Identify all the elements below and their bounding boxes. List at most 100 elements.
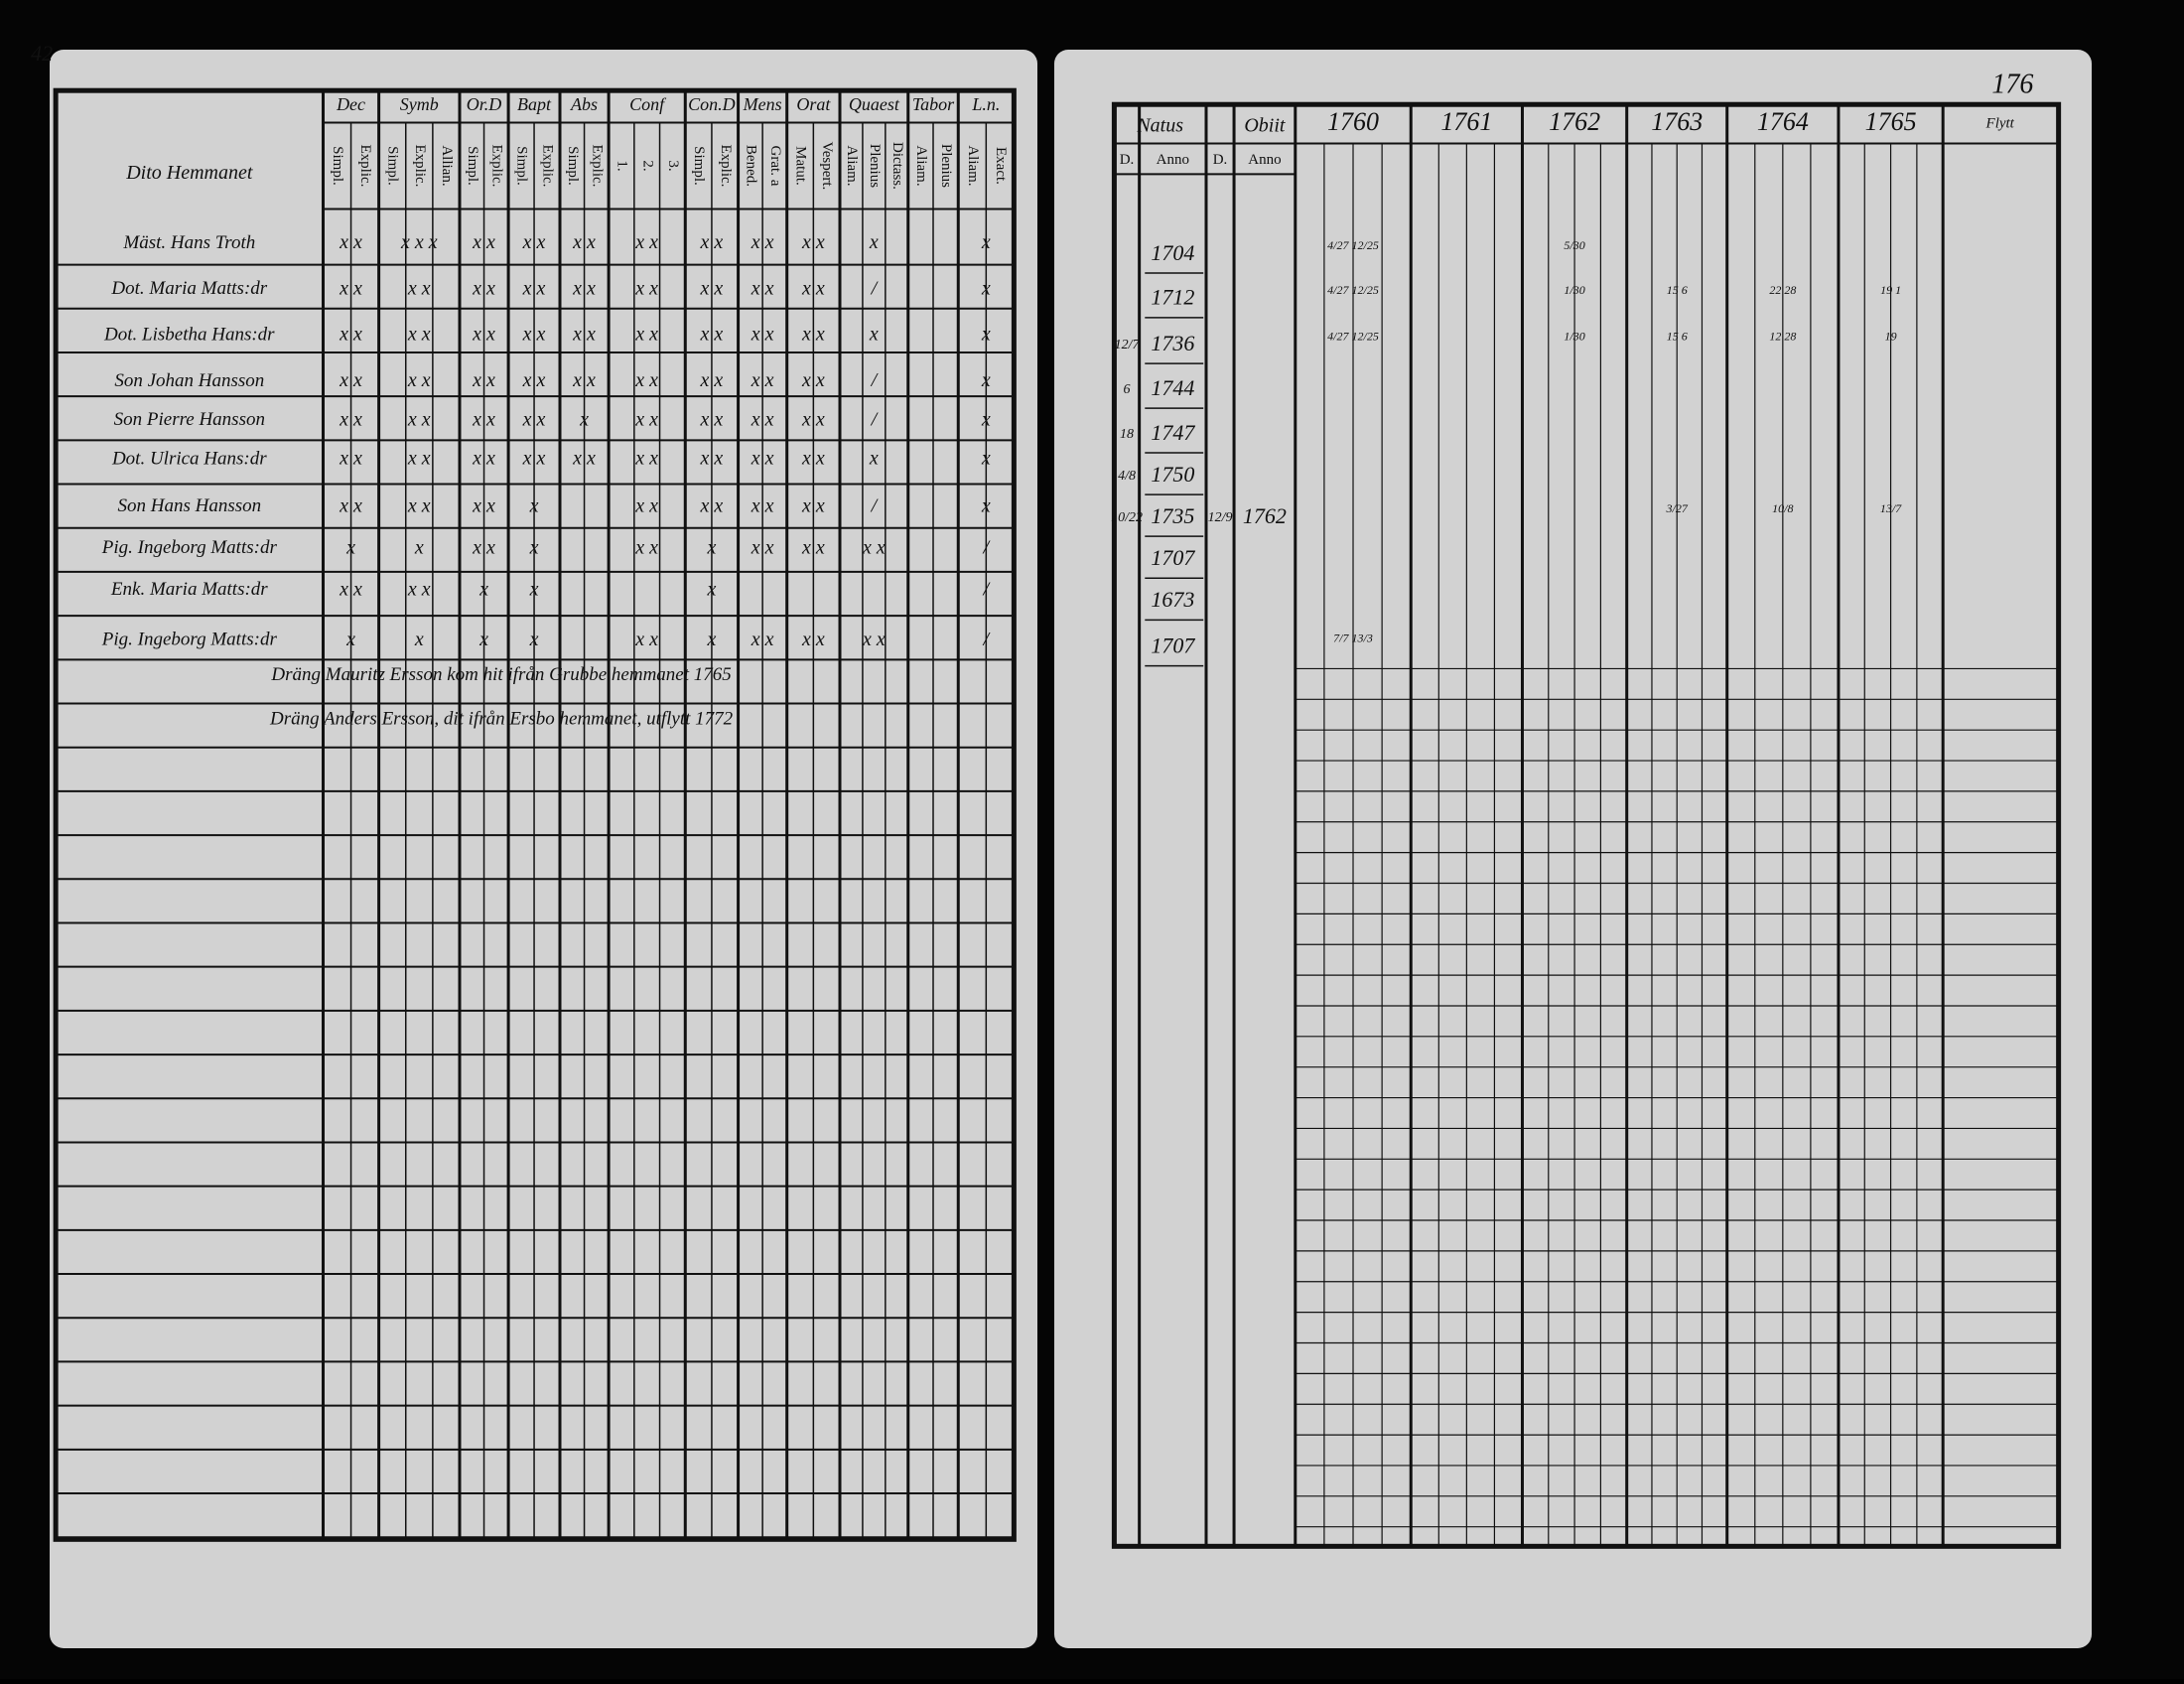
person-name: Pig. Ingeborg Matts:dr	[101, 537, 278, 558]
death-year: 1762	[1243, 503, 1287, 528]
column-header: Mens	[743, 94, 782, 114]
column-subheader: Dictass.	[889, 142, 905, 190]
page-number: 176	[1991, 69, 2033, 99]
exam-mark: x x	[700, 408, 724, 430]
exam-mark: x x	[700, 324, 724, 346]
exam-mark: x	[706, 536, 716, 558]
column-header: Con.D	[688, 94, 736, 114]
year-entry: 4/27 12/25	[1327, 238, 1379, 252]
exam-mark: x x	[862, 629, 886, 650]
column-subheader: Anno	[1248, 152, 1281, 168]
column-subheader: Bened.	[743, 145, 758, 187]
column-subheader: Explic.	[540, 145, 556, 188]
exam-mark: x	[981, 448, 991, 470]
death-day: 12/9	[1208, 510, 1233, 525]
exam-mark: x x	[339, 231, 362, 253]
exam-mark: x x	[522, 448, 546, 470]
column-subheader: Aliam.	[965, 145, 981, 186]
note: Dräng Mauritz Ersson kom hit ifrån Grubb…	[270, 664, 731, 685]
exam-mark: x x	[572, 369, 596, 391]
exam-mark: x	[706, 629, 716, 650]
column-subheader: Explic.	[412, 145, 428, 188]
birth-year: 1747	[1151, 420, 1195, 445]
person-name: Mäst. Hans Troth	[122, 232, 255, 253]
column-header: Conf	[629, 94, 667, 114]
column-subheader: Vespert.	[819, 142, 835, 191]
birth-day: 4/8	[1118, 469, 1136, 484]
exam-mark: /	[871, 494, 880, 516]
column-subheader: 3.	[665, 160, 681, 171]
year-header: 1765	[1865, 107, 1917, 136]
column-subheader: Matut.	[793, 146, 809, 186]
exam-mark: x x	[634, 231, 658, 253]
exam-mark: x x	[751, 448, 774, 470]
exam-mark: x x	[572, 448, 596, 470]
exam-mark: x x	[339, 277, 362, 299]
exam-mark: x	[869, 448, 879, 470]
exam-mark: x x	[572, 231, 596, 253]
year-entry: 1/30	[1564, 329, 1584, 343]
column-subheader: Anno	[1157, 152, 1189, 168]
exam-mark: x	[414, 629, 424, 650]
year-entry: 19	[1885, 329, 1897, 343]
exam-mark: x x	[339, 369, 362, 391]
exam-mark: x	[981, 369, 991, 391]
column-subheader: 2.	[639, 160, 655, 171]
exam-mark: x x	[862, 536, 886, 558]
column-subheader: Exact.	[993, 147, 1009, 185]
exam-mark: /	[983, 629, 992, 650]
year-entry: 10/8	[1772, 501, 1793, 515]
column-header: Abs	[570, 94, 598, 114]
exam-mark: x	[414, 536, 424, 558]
exam-mark: x	[981, 324, 991, 346]
exam-mark: x x	[751, 369, 774, 391]
exam-mark: x x	[634, 448, 658, 470]
exam-mark: x	[981, 277, 991, 299]
exam-mark: x	[981, 231, 991, 253]
person-name: Pig. Ingeborg Matts:dr	[101, 630, 278, 650]
exam-mark: x x	[407, 448, 431, 470]
exam-mark: x x	[634, 369, 658, 391]
exam-mark: x	[981, 408, 991, 430]
exam-mark: x	[529, 578, 539, 600]
exam-mark: x x	[801, 536, 825, 558]
column-subheader: Aliam.	[913, 145, 929, 186]
column-subheader: Simpl.	[565, 146, 581, 186]
exam-mark: x x	[801, 448, 825, 470]
exam-mark: x x	[522, 231, 546, 253]
exam-mark: /	[983, 536, 992, 558]
exam-mark: x x	[407, 578, 431, 600]
column-subheader: Explic.	[718, 145, 734, 188]
right-page	[1054, 50, 2092, 1648]
column-header: Tabor	[912, 94, 955, 114]
column-subheader: D.	[1120, 152, 1135, 168]
exam-mark: x	[529, 629, 539, 650]
exam-mark: x x	[634, 408, 658, 430]
person-name: Son Hans Hansson	[117, 495, 261, 516]
exam-mark: x x	[407, 494, 431, 516]
year-header: 1760	[1327, 107, 1379, 136]
exam-mark: x x	[700, 277, 724, 299]
year-entry: 13/7	[1880, 501, 1902, 515]
exam-mark: /	[983, 578, 992, 600]
content: 42 176 Dito Hemmanet Dec Simpl. Explic. Symb Si…	[31, 41, 2062, 1549]
birth-year: 1744	[1151, 375, 1194, 400]
birth-year: 1707	[1151, 632, 1195, 657]
exam-mark: x x	[522, 277, 546, 299]
exam-mark: x	[345, 629, 355, 650]
exam-mark: x x	[407, 369, 431, 391]
table-frame	[1111, 101, 2062, 1549]
exam-mark: x x	[472, 369, 495, 391]
exam-mark: x x	[751, 231, 774, 253]
birth-year: 1712	[1151, 285, 1194, 310]
exam-mark: x x	[801, 408, 825, 430]
exam-mark: x x	[472, 448, 495, 470]
exam-mark: x	[869, 324, 879, 346]
column-header: Quaest	[849, 94, 900, 114]
column-subheader: Allian.	[439, 145, 455, 186]
exam-mark: x x	[700, 494, 724, 516]
exam-mark: x x	[522, 324, 546, 346]
exam-mark: x x	[339, 494, 362, 516]
exam-mark: x x	[472, 494, 495, 516]
exam-mark: x x	[801, 324, 825, 346]
